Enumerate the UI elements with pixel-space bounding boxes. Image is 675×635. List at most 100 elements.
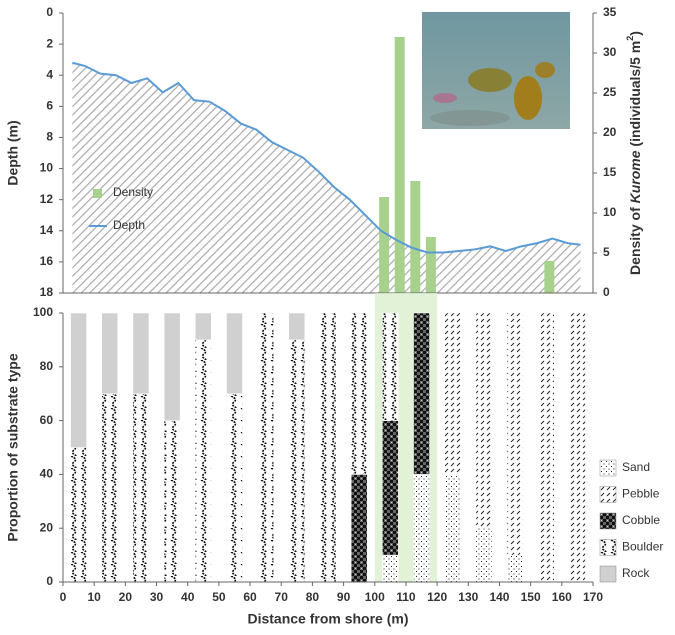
y-tick-label: 18 xyxy=(40,285,54,299)
x-tick-label: 20 xyxy=(119,590,133,604)
substrate-segment xyxy=(506,312,524,556)
substrate-segment xyxy=(257,312,274,583)
x-tick-label: 70 xyxy=(275,590,289,604)
substrate-segment xyxy=(537,312,555,583)
legend-swatch xyxy=(599,459,617,477)
x-tick-label: 40 xyxy=(181,590,195,604)
y2-tick-label: 15 xyxy=(603,165,617,179)
y2-axis-title-part: 2 xyxy=(625,36,635,41)
substrate-segment xyxy=(413,312,430,475)
y2-tick-label: 0 xyxy=(603,285,610,299)
density-bar xyxy=(544,261,555,293)
y2-tick-label: 20 xyxy=(603,125,617,139)
x-tick-label: 60 xyxy=(243,590,257,604)
substrate-segment xyxy=(382,312,399,421)
legend-label: Pebble xyxy=(622,487,660,501)
y2-axis-title-part: Density of xyxy=(627,203,643,275)
substrate-segment xyxy=(350,474,368,583)
x-tick-label: 170 xyxy=(583,590,603,604)
legend-label: Cobble xyxy=(622,513,660,527)
y-tick-label: 2 xyxy=(46,36,53,50)
density-bar xyxy=(425,237,436,293)
substrate-segment xyxy=(132,312,150,394)
y-axis-title: Depth (m) xyxy=(5,120,21,185)
legend-label: Sand xyxy=(622,460,650,474)
substrate-segment xyxy=(101,312,119,394)
legend-label: Rock xyxy=(622,566,650,580)
substrate-segment xyxy=(475,312,493,529)
substrate-segment xyxy=(382,554,399,583)
y2-tick-label: 25 xyxy=(603,85,617,99)
depth-area xyxy=(72,62,581,294)
substrate-segment xyxy=(350,312,368,475)
density-bar xyxy=(394,37,405,293)
y-tick-label: 10 xyxy=(40,161,54,175)
y2-axis-title-part: Kurome xyxy=(627,150,643,203)
substrate-segment xyxy=(506,554,524,583)
substrate-segment xyxy=(569,312,586,583)
legend-label: Boulder xyxy=(622,540,663,554)
x-tick-label: 80 xyxy=(306,590,320,604)
x-tick-label: 130 xyxy=(458,590,478,604)
y-tick-label: 40 xyxy=(40,467,54,481)
y2-tick-label: 30 xyxy=(603,45,617,59)
substrate-segment xyxy=(226,312,243,394)
legend-swatch xyxy=(599,565,617,583)
y-tick-label: 0 xyxy=(46,574,53,588)
x-tick-label: 50 xyxy=(212,590,226,604)
x-tick-label: 140 xyxy=(489,590,509,604)
x-tick-label: 160 xyxy=(552,590,572,604)
substrate-segment xyxy=(70,447,87,583)
legend-swatch xyxy=(599,486,617,503)
photo-inset xyxy=(422,12,570,129)
substrate-segment xyxy=(319,312,337,583)
substrate-segment xyxy=(132,393,150,583)
substrate-segment xyxy=(288,339,306,583)
legend-label: Density xyxy=(113,185,153,199)
substrate-segment xyxy=(413,474,430,583)
x-tick-label: 150 xyxy=(521,590,541,604)
y-tick-label: 12 xyxy=(40,192,54,206)
substrate-segment xyxy=(101,393,119,583)
y2-tick-label: 35 xyxy=(603,5,617,19)
density-bar xyxy=(410,181,421,293)
substrate-segment xyxy=(163,312,181,421)
substrate-segment xyxy=(444,312,461,475)
y-tick-label: 6 xyxy=(46,99,53,113)
y-axis-title: Proportion of substrate type xyxy=(5,353,21,541)
y-tick-label: 20 xyxy=(40,520,54,534)
y-tick-label: 80 xyxy=(40,359,54,373)
y2-axis-title-part: ) xyxy=(627,31,643,36)
x-tick-label: 0 xyxy=(60,590,67,604)
substrate-segment xyxy=(70,312,87,448)
substrate-segment xyxy=(195,339,212,583)
y-tick-label: 4 xyxy=(46,67,53,81)
x-tick-label: 120 xyxy=(427,590,447,604)
substrate-segment xyxy=(475,527,493,583)
legend-swatch xyxy=(599,512,617,530)
x-tick-label: 110 xyxy=(396,590,416,604)
y-tick-label: 8 xyxy=(46,130,53,144)
substrate-segment xyxy=(226,393,243,583)
y-tick-label: 0 xyxy=(46,5,53,19)
legend-swatch xyxy=(599,539,617,556)
y-tick-label: 14 xyxy=(40,223,54,237)
legend-swatch xyxy=(93,189,102,198)
y2-tick-label: 5 xyxy=(603,245,610,259)
substrate-segment xyxy=(444,474,461,583)
y2-axis-title: Density of Kurome (individuals/5 m2) xyxy=(625,31,642,275)
y-tick-label: 16 xyxy=(40,254,54,268)
substrate-segment xyxy=(195,312,212,341)
y-tick-label: 100 xyxy=(33,305,53,319)
x-tick-label: 30 xyxy=(150,590,164,604)
y2-axis-title-part: (individuals/5 m xyxy=(627,41,643,151)
substrate-segment xyxy=(163,420,181,583)
y-tick-label: 60 xyxy=(40,413,54,427)
x-tick-label: 100 xyxy=(365,590,385,604)
y2-tick-label: 10 xyxy=(603,205,617,219)
substrate-segment xyxy=(382,420,399,556)
substrate-segment xyxy=(288,312,306,341)
x-tick-label: 90 xyxy=(337,590,351,604)
depth-line xyxy=(72,61,581,254)
